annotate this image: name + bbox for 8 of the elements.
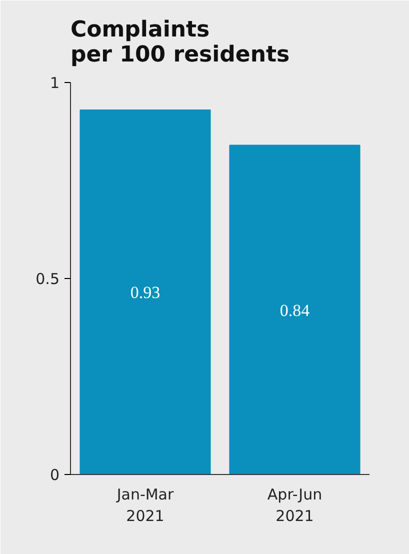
chart-title: Complaints per 100 residents — [70, 18, 290, 68]
y-tick-label: 0.5 — [36, 270, 60, 288]
data-label: 0.93 — [130, 283, 160, 302]
x-tick-label: Apr-Jun 2021 — [267, 486, 322, 526]
x-tick-label: Jan-Mar 2021 — [116, 486, 174, 526]
y-tick-label: 1 — [50, 74, 60, 92]
y-tick-label: 0 — [50, 466, 60, 484]
data-label: 0.84 — [280, 300, 310, 320]
